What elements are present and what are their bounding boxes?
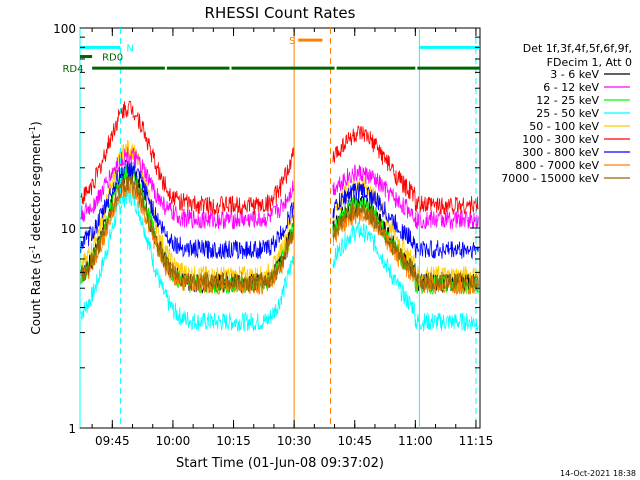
- legend-header-2: FDecim 1, Att 0: [547, 56, 632, 69]
- annotation-label: RD4: [62, 64, 83, 75]
- series-line: [80, 100, 479, 216]
- series-line: [80, 186, 479, 332]
- y-axis-label: Count Rate (s-1 detector segment-1): [28, 121, 43, 334]
- y-axis-label-sup1: -1: [28, 245, 37, 253]
- y-tick-label: 1: [68, 422, 76, 436]
- legend: Det 1f,3f,4f,5f,6f,9f, FDecim 1, Att 0 3…: [501, 42, 632, 185]
- y-tick-label: 100: [53, 22, 76, 36]
- series-line: [80, 147, 479, 230]
- legend-label: 3 - 6 keV: [550, 68, 599, 81]
- annotation-label: S: [289, 36, 295, 47]
- annotation-label: RD0: [102, 53, 123, 64]
- vertical-marker-group: [79, 28, 477, 428]
- y-axis-label-sup2: -1: [28, 126, 37, 134]
- y-axis-label-main: Count Rate (s: [29, 253, 43, 335]
- legend-label: 6 - 12 keV: [543, 81, 599, 94]
- legend-label: 7000 - 15000 keV: [501, 172, 599, 185]
- legend-label: 100 - 300 keV: [522, 133, 599, 146]
- legend-label: 12 - 25 keV: [536, 94, 599, 107]
- x-tick-label: 10:45: [337, 434, 372, 448]
- footer-date: 14-Oct-2021 18:38: [560, 469, 636, 478]
- y-tick-label: 10: [61, 222, 76, 236]
- series-line: [80, 159, 479, 260]
- chart-title: RHESSI Count Rates: [205, 4, 356, 22]
- y-axis-label-end: ): [29, 121, 43, 126]
- x-tick-label: 11:15: [459, 434, 494, 448]
- series-group: [80, 100, 479, 332]
- x-tick-label: 10:00: [156, 434, 191, 448]
- x-tick-label: 10:30: [277, 434, 312, 448]
- y-axis: 1 10 100: [53, 22, 480, 436]
- legend-label: 25 - 50 keV: [536, 107, 599, 120]
- y-axis-label-mid: detector segment: [29, 134, 43, 245]
- x-tick-label: 10:15: [216, 434, 251, 448]
- legend-label: 800 - 7000 keV: [515, 159, 599, 172]
- legend-header-1: Det 1f,3f,4f,5f,6f,9f,: [523, 42, 632, 55]
- x-axis: 09:45 10:00 10:15 10:30 10:45 11:00 11:15: [91, 28, 494, 448]
- series-line: [80, 173, 479, 292]
- annotation-label: N: [126, 43, 133, 54]
- x-tick-label: 11:00: [398, 434, 433, 448]
- plot-frame: [79, 27, 481, 429]
- legend-label: 300 - 800 keV: [522, 146, 599, 159]
- x-axis-label: Start Time (01-Jun-08 09:37:02): [176, 456, 384, 471]
- legend-label: 50 - 100 keV: [529, 120, 599, 133]
- x-tick-label: 09:45: [95, 434, 130, 448]
